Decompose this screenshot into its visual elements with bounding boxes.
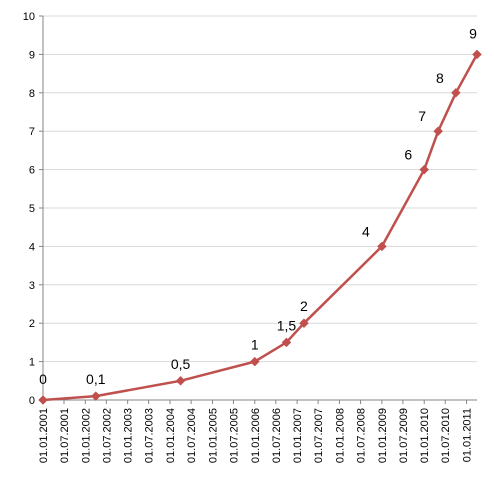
x-tick-label: 01.07.2002: [101, 408, 113, 463]
x-tick-label: 01.01.2001: [38, 408, 50, 463]
x-tick-label: 01.07.2010: [440, 408, 452, 463]
y-tick-labels: 0 1 2 3 4 5 6 7 8 9 10: [23, 11, 35, 407]
x-tick-label: 01.07.2006: [271, 408, 283, 463]
data-point-marker: [249, 356, 260, 367]
x-tick-label: 01.01.2009: [377, 408, 389, 463]
y-tick-label: 1: [29, 357, 35, 369]
series: [38, 49, 482, 405]
y-tick-label: 9: [29, 49, 35, 61]
x-tick-label: 01.01.2010: [419, 408, 431, 463]
x-tick-label: 01.07.2008: [356, 408, 368, 463]
y-tick-label: 2: [29, 318, 35, 330]
y-tick-label: 10: [23, 11, 35, 23]
data-label: 8: [436, 70, 444, 86]
x-tick-label: 01.01.2007: [292, 408, 304, 463]
gridlines: [43, 15, 477, 363]
data-point-marker: [90, 391, 101, 402]
y-tick-label: 6: [29, 165, 35, 177]
x-tick-label: 01.07.2007: [313, 408, 325, 463]
data-label: 7: [418, 108, 426, 124]
data-point-marker: [281, 337, 292, 348]
x-tick-label: 01.07.2003: [144, 408, 156, 463]
axes: [39, 15, 477, 404]
x-tick-label: 01.01.2008: [334, 408, 346, 463]
data-point-marker: [419, 164, 430, 175]
data-point-marker: [451, 87, 461, 98]
x-tick-label: 01.01.2004: [165, 408, 177, 463]
x-tick-label: 01.07.2009: [398, 408, 410, 463]
data-label: 6: [404, 147, 412, 163]
x-tick-label: 01.07.2004: [186, 408, 198, 463]
data-point-marker: [38, 395, 48, 405]
data-label: 2: [300, 298, 308, 314]
data-label: 0,1: [86, 371, 106, 387]
x-tick-label: 01.01.2003: [123, 408, 135, 463]
y-tick-label: 4: [29, 241, 35, 253]
x-tick-label: 01.01.2011: [462, 408, 474, 462]
y-tick-label: 5: [29, 203, 35, 215]
y-tick-label: 3: [29, 280, 35, 292]
data-point-marker: [299, 318, 309, 329]
data-label: 9: [469, 25, 477, 41]
x-tick-label: 01.07.2005: [228, 408, 240, 463]
series-line: [42, 53, 479, 402]
data-label: 0,5: [171, 356, 191, 372]
data-label: 1: [251, 337, 259, 353]
y-tick-label: 8: [29, 88, 35, 100]
x-tick-label: 01.01.2002: [80, 408, 92, 463]
x-tick-label: 01.01.2006: [250, 408, 262, 463]
data-label: 1,5: [277, 317, 297, 333]
data-point-marker: [377, 241, 387, 252]
data-point-marker: [472, 49, 482, 60]
x-tick-label: 01.07.2001: [59, 408, 71, 463]
x-tick-label: 01.01.2005: [207, 408, 219, 463]
y-tick-label: 0: [29, 395, 35, 407]
y-tick-label: 7: [29, 126, 35, 138]
data-point-marker: [433, 126, 444, 137]
x-tick-labels: 01.01.2001 01.07.2001 01.01.2002 01.07.2002…: [38, 408, 474, 463]
data-label: 0: [39, 371, 47, 387]
data-label: 4: [362, 223, 370, 239]
data-point-marker: [175, 375, 186, 386]
data-labels: 0 0,1 0,5 1 1,52 4 6 7 8 9: [39, 25, 477, 387]
